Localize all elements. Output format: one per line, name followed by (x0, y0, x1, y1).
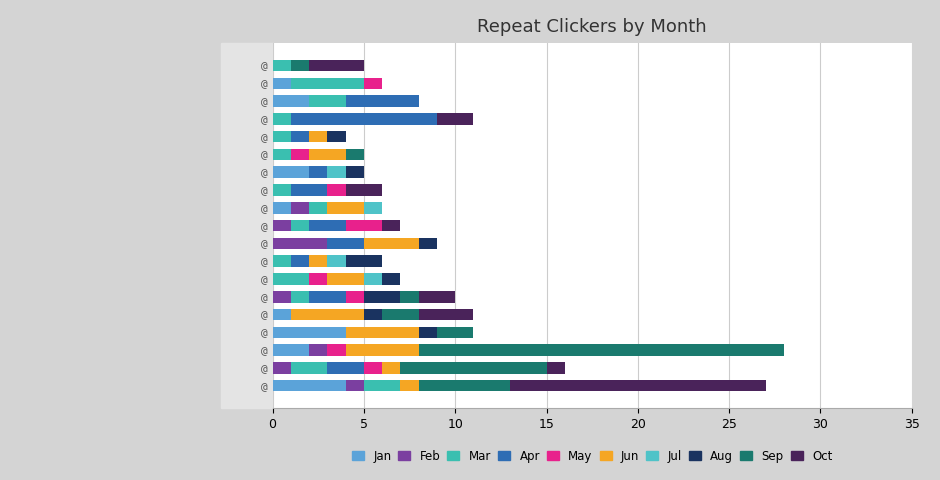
Bar (346, 167, 364, 178)
Bar (327, 167, 346, 178)
Bar (290, 78, 364, 89)
Bar (273, 202, 290, 214)
Bar (273, 309, 290, 320)
Bar (418, 326, 437, 338)
Bar (400, 291, 418, 302)
Bar (418, 344, 784, 356)
Bar (346, 291, 364, 302)
Bar (309, 149, 346, 160)
Bar (327, 184, 346, 196)
Bar (383, 220, 400, 231)
Bar (290, 131, 309, 143)
Bar (273, 344, 309, 356)
Bar (273, 60, 290, 72)
Bar (309, 131, 327, 143)
Bar (273, 362, 290, 373)
Bar (364, 362, 383, 373)
Bar (418, 309, 474, 320)
Bar (273, 96, 309, 107)
Bar (273, 131, 290, 143)
Bar (273, 380, 346, 391)
Bar (346, 184, 383, 196)
Bar (273, 238, 327, 249)
Bar (364, 309, 383, 320)
Bar (290, 113, 437, 125)
Bar (346, 255, 383, 267)
Bar (400, 380, 418, 391)
Bar (418, 380, 510, 391)
Bar (383, 273, 400, 285)
Bar (327, 255, 346, 267)
Title: Repeat Clickers by Month: Repeat Clickers by Month (478, 18, 707, 36)
Bar (327, 202, 364, 214)
Bar (364, 380, 400, 391)
Bar (346, 96, 418, 107)
Bar (309, 344, 327, 356)
Bar (383, 309, 418, 320)
Bar (346, 220, 383, 231)
Bar (327, 131, 346, 143)
Bar (327, 362, 364, 373)
Bar (364, 78, 383, 89)
Bar (309, 291, 346, 302)
Bar (273, 255, 290, 267)
Bar (346, 326, 418, 338)
Bar (510, 380, 766, 391)
Bar (327, 238, 364, 249)
Bar (273, 273, 309, 285)
Bar (546, 362, 565, 373)
Bar (290, 362, 327, 373)
Bar (437, 326, 474, 338)
Bar (273, 326, 346, 338)
Bar (383, 362, 400, 373)
Bar (309, 273, 327, 285)
Bar (273, 113, 290, 125)
Bar (327, 273, 364, 285)
Bar (364, 273, 383, 285)
Bar (273, 167, 309, 178)
Bar (346, 149, 364, 160)
Bar (309, 96, 346, 107)
Bar (309, 202, 327, 214)
Bar (346, 344, 418, 356)
Bar (309, 255, 327, 267)
Bar (290, 255, 309, 267)
Bar (309, 60, 364, 72)
Bar (273, 149, 290, 160)
Bar (290, 202, 309, 214)
Bar (437, 113, 474, 125)
Bar (309, 220, 346, 231)
Bar (273, 184, 290, 196)
Bar (346, 380, 364, 391)
Bar (364, 202, 383, 214)
Legend: Jan, Feb, Mar, Apr, May, Jun, Jul, Aug, Sep, Oct: Jan, Feb, Mar, Apr, May, Jun, Jul, Aug, … (347, 445, 838, 468)
Bar (327, 344, 346, 356)
Bar (273, 78, 290, 89)
Bar (309, 167, 327, 178)
Bar (290, 60, 309, 72)
Bar (290, 291, 309, 302)
Bar (273, 220, 290, 231)
Bar (418, 238, 437, 249)
Bar (290, 309, 364, 320)
Bar (290, 220, 309, 231)
Bar (364, 238, 418, 249)
Bar (400, 362, 546, 373)
Bar (364, 291, 400, 302)
Bar (290, 184, 327, 196)
Bar (418, 291, 455, 302)
Bar (273, 291, 290, 302)
Bar (290, 149, 309, 160)
